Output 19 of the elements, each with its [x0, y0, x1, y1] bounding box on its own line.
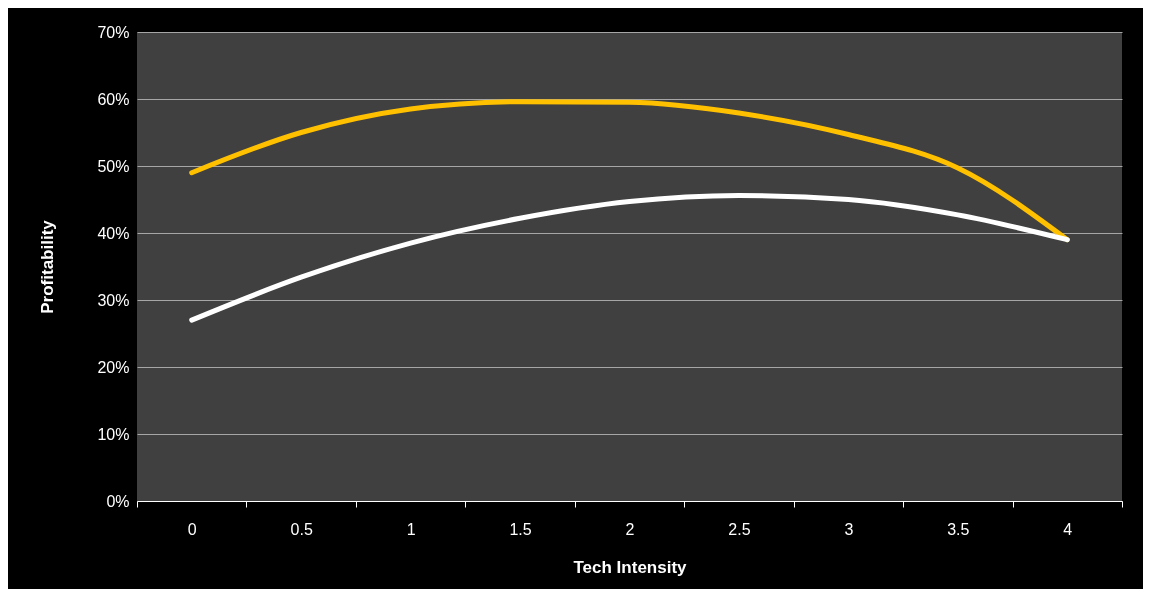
x-tick-label: 3.5 [947, 520, 970, 538]
x-tick-label: 2.5 [728, 520, 751, 538]
y-axis-title: Profitability [38, 219, 58, 314]
y-tick-label: 70% [97, 23, 130, 41]
x-tick-label: 1 [406, 520, 416, 538]
y-tick-label: 50% [97, 157, 130, 175]
y-tick-label: 20% [97, 358, 130, 376]
x-tick-label: 1.5 [509, 520, 532, 538]
y-tick-label: 60% [97, 90, 130, 108]
x-axis-title: Tech Intensity [573, 557, 688, 577]
x-tick-label: 0.5 [290, 520, 313, 538]
y-tick-label: 30% [97, 291, 130, 309]
x-tick-label: 4 [1063, 520, 1073, 538]
y-tick-label: 10% [97, 425, 130, 443]
x-tick-label: 3 [844, 520, 854, 538]
y-tick-label: 40% [97, 224, 130, 242]
x-tick-label: 0 [187, 520, 197, 538]
y-tick-label: 0% [106, 492, 130, 510]
x-tick-label: 2 [625, 520, 635, 538]
